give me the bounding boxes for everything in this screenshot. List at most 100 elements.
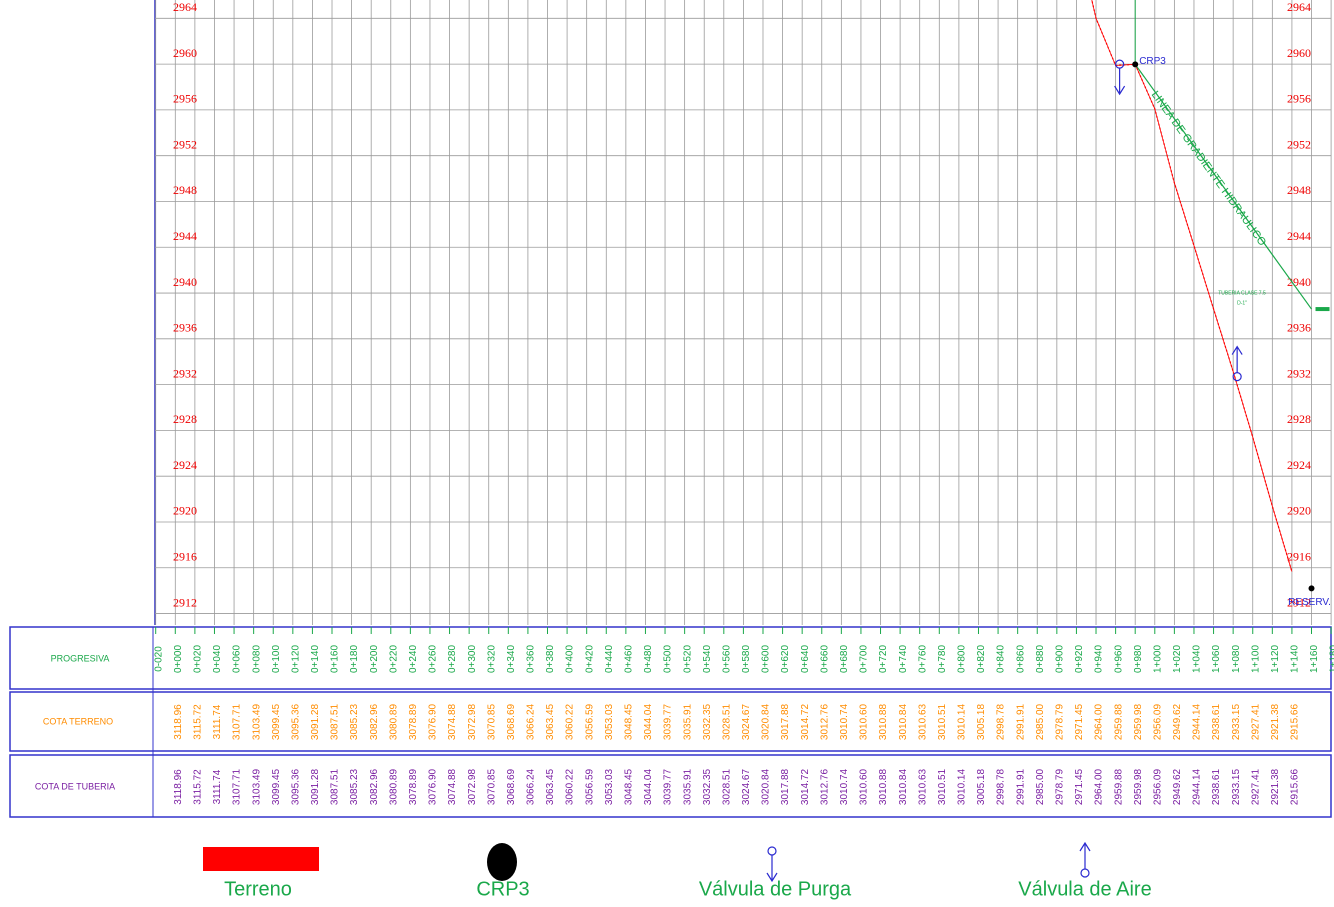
y-tick-label: 2960: [1287, 46, 1311, 60]
x-tick-label: 0+800: [957, 645, 968, 674]
value-label: 2944.14: [1192, 768, 1203, 805]
x-tick-label: 0+940: [1094, 645, 1105, 674]
x-tick-label: 0+460: [624, 645, 635, 674]
valve-aire: [1079, 841, 1091, 878]
value-label: 3044.04: [643, 703, 654, 740]
x-tick-label: 0+480: [643, 645, 654, 674]
value-label: 2915.66: [1290, 703, 1301, 740]
x-tick-label: 0+120: [290, 645, 301, 674]
value-label: 3017.88: [780, 768, 791, 805]
x-tick-label: 0+780: [937, 645, 948, 674]
legend-label: Válvula de Purga: [699, 878, 852, 900]
x-tick-label: 0+580: [741, 645, 752, 674]
y-tick-label: 2964: [1287, 0, 1311, 14]
value-label: 3066.24: [526, 703, 537, 740]
y-tick-label: 2916: [1287, 550, 1311, 564]
value-label: 2959.98: [1133, 703, 1144, 740]
table-box: [9, 626, 1332, 690]
value-label: 3005.18: [976, 768, 987, 805]
y-tick-label: 2964: [173, 0, 197, 14]
value-label: 2985.00: [1035, 703, 1046, 740]
y-tick-label: 2912: [173, 595, 197, 609]
value-label: 3063.45: [545, 703, 556, 740]
value-label: 3076.90: [428, 703, 439, 740]
x-tick-label: 1+100: [1250, 645, 1261, 674]
value-label: 3074.88: [447, 768, 458, 805]
y-tick-label: 2928: [173, 412, 197, 426]
x-tick-label: 1+040: [1192, 645, 1203, 674]
x-tick-label: 0+600: [761, 645, 772, 674]
x-tick-label: 0+520: [682, 645, 693, 674]
value-label: 3068.69: [506, 703, 517, 740]
value-label: 3115.72: [193, 704, 204, 740]
row-label: COTA DE TUBERIA: [35, 781, 115, 791]
x-tick-label: 0+760: [917, 645, 928, 674]
x-tick-label: 0+040: [212, 645, 223, 674]
value-label: 3070.85: [486, 768, 497, 805]
value-label: 3060.22: [565, 768, 576, 805]
x-tick-label: 0+300: [467, 645, 478, 674]
table-box: [9, 754, 1332, 818]
value-label: 3080.89: [388, 768, 399, 805]
x-tick-label: 1+120: [1270, 645, 1281, 674]
value-label: 3010.51: [937, 703, 948, 740]
annotation-point: [1132, 61, 1139, 68]
value-label: 3005.18: [976, 703, 987, 740]
value-label: 3068.69: [506, 768, 517, 805]
value-label: 2978.79: [1054, 768, 1065, 805]
value-label: 3010.63: [917, 703, 928, 740]
value-label: 3082.96: [369, 703, 380, 740]
x-tick-label: 0+240: [408, 645, 419, 674]
value-label: 3014.72: [800, 768, 811, 805]
value-label: 3010.14: [957, 768, 968, 805]
x-tick-label: 1+180: [1329, 645, 1334, 674]
value-label: 3028.51: [721, 768, 732, 805]
value-label: 2959.88: [1113, 703, 1124, 740]
value-label: 3035.91: [682, 768, 693, 805]
value-label: 3010.84: [898, 768, 909, 805]
value-label: 2998.78: [996, 768, 1007, 805]
x-tick-label: 1+000: [1152, 645, 1163, 674]
value-label: 3010.63: [917, 768, 928, 805]
value-label: 3020.84: [761, 703, 772, 740]
value-label: 2998.78: [996, 703, 1007, 740]
value-label: 3039.77: [663, 768, 674, 805]
x-tick-label: 0+380: [545, 645, 556, 674]
valve-arrow: [1114, 68, 1126, 96]
value-label: 2938.61: [1211, 703, 1222, 740]
x-tick-label: 0+220: [388, 645, 399, 674]
y-tick-label: 2948: [1287, 183, 1311, 197]
value-label: 2927.41: [1250, 703, 1261, 740]
value-label: 3035.91: [682, 703, 693, 740]
x-tick-label: 0+360: [526, 645, 537, 674]
value-label: 2938.61: [1211, 768, 1222, 805]
value-label: 3010.14: [957, 703, 968, 740]
value-label: 2991.91: [1015, 768, 1026, 805]
y-tick-label: 2956: [173, 92, 197, 106]
value-label: 3078.89: [408, 768, 419, 805]
x-tick-label: 1+080: [1231, 645, 1242, 674]
y-tick-label: 2944: [173, 229, 197, 243]
x-tick-label: 0+880: [1035, 645, 1046, 674]
value-label: 3039.77: [663, 703, 674, 740]
row-label: PROGRESIVA: [51, 653, 110, 663]
value-label: 3010.60: [859, 703, 870, 740]
value-label: 2944.14: [1192, 703, 1203, 740]
value-label: 3012.76: [819, 768, 830, 805]
value-label: 3107.71: [232, 703, 243, 740]
value-label: 2915.66: [1290, 768, 1301, 805]
x-tick-label: 0+820: [976, 645, 987, 674]
legend-label: Terreno: [224, 878, 292, 900]
x-tick-label: 0+180: [349, 645, 360, 674]
y-tick-label: 2924: [173, 458, 197, 472]
y-tick-label: 2960: [173, 46, 197, 60]
value-label: 3060.22: [565, 703, 576, 740]
annotation-label: CRP3: [1139, 56, 1166, 67]
x-tick-label: 0+400: [565, 645, 576, 674]
x-tick-label: 0+720: [878, 645, 889, 674]
value-label: 3024.67: [741, 703, 752, 740]
plot-area: [155, 0, 1332, 625]
x-tick-label: 0+420: [584, 645, 595, 674]
value-label: 2971.45: [1074, 703, 1085, 740]
